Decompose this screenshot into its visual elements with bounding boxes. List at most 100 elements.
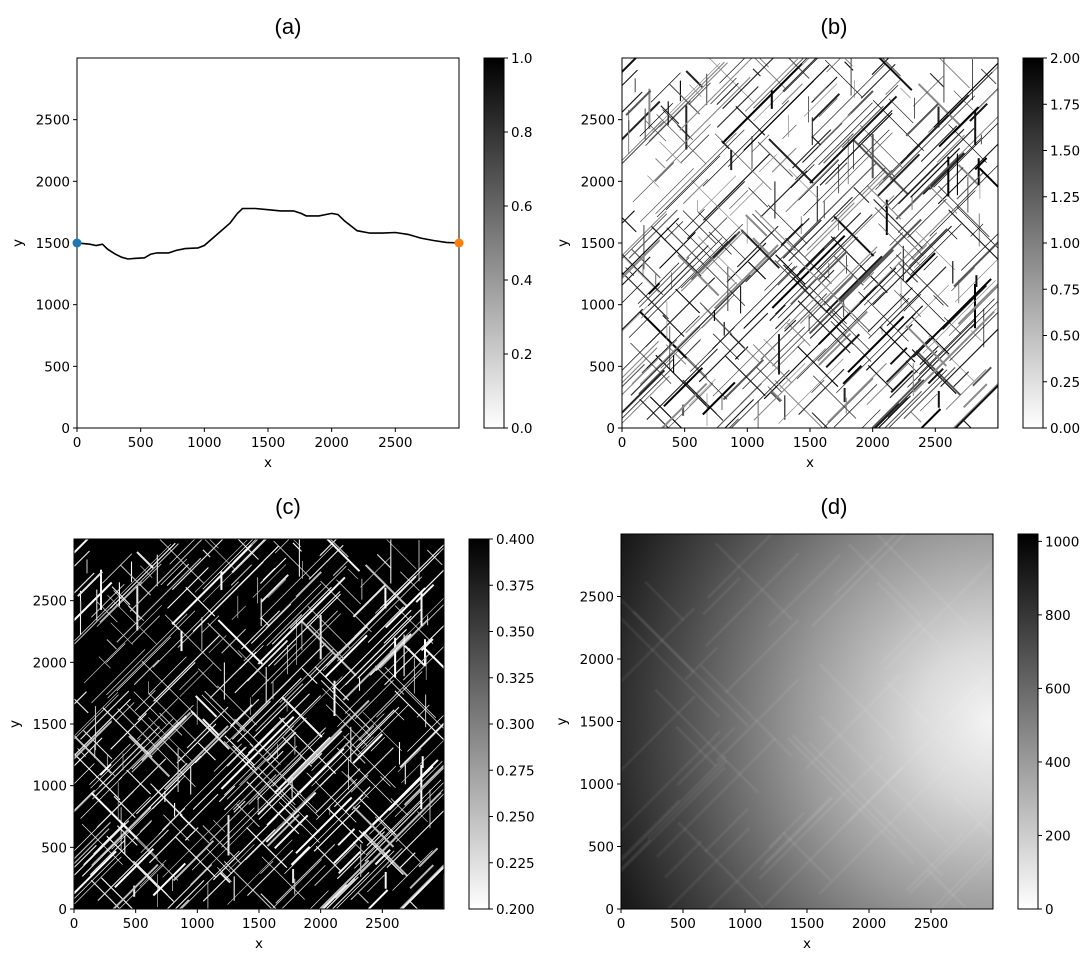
fracture-segment <box>278 791 320 833</box>
fracture-segment <box>337 850 362 875</box>
fracture-segment <box>190 820 255 886</box>
fracture-segment <box>622 120 662 161</box>
fracture-segment <box>866 185 902 220</box>
fracture-segment <box>915 230 956 271</box>
y-tick-label: 2500 <box>581 113 615 129</box>
fracture-segment <box>357 892 369 904</box>
fracture-segment <box>273 814 309 850</box>
fracture-segment <box>938 185 990 238</box>
fracture-segment <box>656 129 745 218</box>
fracture-segment <box>889 232 904 246</box>
x-tick-label: 2000 <box>852 916 886 932</box>
field-streak <box>884 680 993 791</box>
fracture-segment <box>230 564 253 586</box>
x-tick-label: 2500 <box>914 916 948 932</box>
fracture-segment <box>252 564 287 598</box>
fracture-segment <box>271 859 322 909</box>
fracture-segment <box>219 871 231 884</box>
fracture-segment <box>675 288 701 314</box>
fracture-segment <box>622 363 645 388</box>
fracture-segment <box>689 84 702 97</box>
fracture-segment <box>352 806 395 848</box>
colorbar-tick-label: 0.25 <box>1050 375 1080 391</box>
fracture-segment <box>236 803 260 828</box>
fracture-segment <box>811 379 825 394</box>
distance-field <box>621 534 993 909</box>
fracture-segment <box>972 366 992 387</box>
x-tick-label: 2000 <box>855 435 889 451</box>
fracture-segment <box>169 539 196 565</box>
fracture-segment <box>320 680 371 730</box>
fracture-segment <box>342 634 409 701</box>
field-streak <box>724 619 800 694</box>
fracture-segment <box>226 758 268 800</box>
fracture-segment <box>137 865 175 902</box>
field-streak <box>706 534 774 600</box>
fracture-segment <box>861 170 887 196</box>
fracture-segment <box>231 605 246 621</box>
fracture-segment <box>220 715 295 790</box>
fracture-segment <box>660 294 735 369</box>
panel-title: (b) <box>821 14 848 39</box>
x-tick-label: 1000 <box>730 435 764 451</box>
fracture-segment <box>680 134 710 163</box>
fracture-segment <box>913 310 995 393</box>
fracture-segment <box>402 687 444 730</box>
fracture-segment <box>89 840 125 876</box>
plot-background <box>74 539 444 909</box>
fracture-segment <box>898 128 975 205</box>
fracture-segment <box>785 158 839 213</box>
fracture-network <box>74 539 444 909</box>
colorbar-tick-label: 600 <box>1045 681 1071 697</box>
field-streak <box>876 581 946 651</box>
fracture-segment <box>860 63 896 99</box>
x-tick-label: 1000 <box>187 435 221 451</box>
fracture-segment <box>811 412 829 428</box>
fracture-segment <box>151 712 195 756</box>
fracture-segment <box>324 634 368 678</box>
fracture-segment <box>284 676 343 734</box>
fracture-segment <box>784 319 797 332</box>
fracture-segment <box>192 728 274 810</box>
fracture-segment <box>726 242 767 283</box>
fracture-segment <box>131 717 188 773</box>
fracture-segment <box>663 367 704 408</box>
fracture-segment <box>134 690 156 711</box>
fracture-segment <box>257 732 325 800</box>
fracture-segment <box>792 277 847 332</box>
fracture-segment <box>347 568 359 580</box>
fracture-segment <box>102 543 172 613</box>
fracture-segment <box>831 167 886 222</box>
fracture-segment <box>344 786 371 813</box>
fracture-segment <box>842 364 863 385</box>
fracture-segment <box>622 305 648 332</box>
fracture-segment <box>234 639 288 694</box>
field-streak <box>810 534 907 628</box>
fracture-segment <box>336 747 393 804</box>
fracture-segment <box>913 255 927 268</box>
x-tick-label: 0 <box>73 435 82 451</box>
fracture-segment <box>179 663 214 697</box>
fracture-segment <box>640 265 694 319</box>
fracture-segment <box>788 196 853 262</box>
fracture-segment <box>900 87 911 99</box>
fracture-segment <box>896 254 949 307</box>
colorbar-tick-label: 1.00 <box>1050 236 1080 252</box>
fracture-segment <box>350 848 403 901</box>
fracture-segment <box>175 836 216 878</box>
fracture-segment <box>357 628 407 679</box>
fracture-segment <box>273 540 312 579</box>
fracture-segment <box>98 726 160 788</box>
fracture-segment <box>716 86 759 128</box>
fracture-segment <box>697 175 737 214</box>
field-streak <box>655 737 777 858</box>
fracture-segment <box>622 271 669 320</box>
colorbar-tick-label: 400 <box>1045 755 1071 771</box>
fracture-segment <box>942 285 987 330</box>
fracture-segment <box>825 162 848 185</box>
fracture-segment <box>301 668 318 684</box>
fracture-segment <box>81 823 123 865</box>
fracture-segment <box>803 83 838 117</box>
fracture-segment <box>645 277 716 347</box>
fracture-segment <box>399 852 416 869</box>
